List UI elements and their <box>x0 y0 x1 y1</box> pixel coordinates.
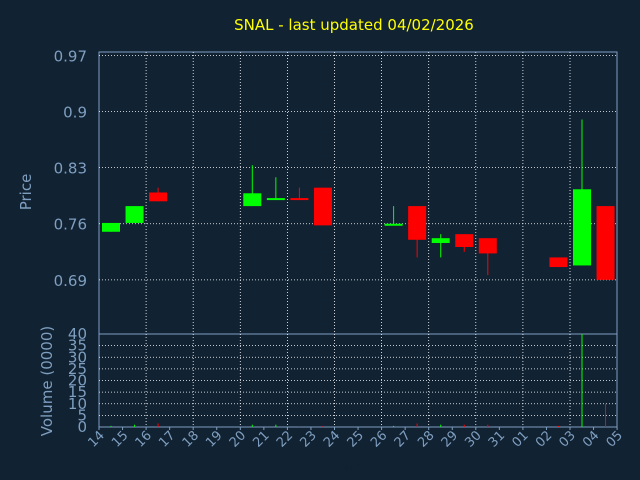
grid-layer <box>99 52 617 427</box>
candle-body <box>384 223 403 226</box>
candle-body <box>290 198 309 201</box>
x-tick-label: 22 <box>274 428 296 450</box>
x-tick-label: 23 <box>297 428 319 450</box>
x-tick-label: 05 <box>604 428 626 450</box>
x-tick-label: 24 <box>321 428 343 450</box>
x-tick-label: 15 <box>109 428 131 450</box>
volume-tick-label: 15 <box>68 383 87 401</box>
candles-layer <box>102 119 615 280</box>
volume-tick-label: 20 <box>68 372 87 390</box>
candle-body <box>478 238 497 254</box>
candle-body <box>266 198 285 201</box>
x-tick-label: 20 <box>227 428 249 450</box>
volume-layer <box>110 334 607 427</box>
x-tick-label: 31 <box>486 428 508 450</box>
x-tick-label: 30 <box>462 428 484 450</box>
volume-tick-label: 5 <box>77 406 87 424</box>
volume-tick-label: 0 <box>77 418 87 436</box>
x-tick-label: 01 <box>509 428 531 450</box>
plot-frames <box>98 51 618 428</box>
chart-title: SNAL - last updated 04/02/2026 <box>234 16 474 34</box>
price-tick-label: 0.97 <box>54 47 87 65</box>
volume-tick-label: 10 <box>68 395 87 413</box>
candle-body <box>549 257 568 268</box>
price-tick-label: 0.9 <box>63 103 87 121</box>
x-tick-label: 28 <box>415 428 437 450</box>
candle-body <box>431 238 450 243</box>
candle-body <box>573 189 591 266</box>
candle-body <box>596 206 615 280</box>
candle-body <box>243 193 262 207</box>
candle-body <box>125 206 144 223</box>
x-tick-label: 03 <box>557 428 579 450</box>
volume-tick-label: 35 <box>68 337 87 355</box>
candle-body <box>408 206 427 240</box>
x-tick-label: 29 <box>439 428 461 450</box>
x-tick-label: 16 <box>133 428 155 450</box>
x-tick-label: 17 <box>156 428 178 450</box>
x-tick-label: 25 <box>345 428 367 450</box>
candle-body <box>313 187 332 226</box>
x-tick-label: 02 <box>533 428 555 450</box>
x-tick-label: 21 <box>250 428 272 450</box>
x-tick-label: 18 <box>180 428 202 450</box>
volume-tick-label: 30 <box>68 348 87 366</box>
x-tick-label: 26 <box>368 428 390 450</box>
price-tick-label: 0.69 <box>54 272 87 290</box>
x-axis-label: Day <box>333 459 361 475</box>
x-tick-label: 14 <box>86 428 108 450</box>
x-tick-label: 04 <box>580 428 602 450</box>
price-axis-label: Price <box>17 174 35 211</box>
volume-tick-label: 25 <box>68 360 87 378</box>
candle-body <box>149 192 168 202</box>
price-tick-label: 0.76 <box>54 216 87 234</box>
x-tick-label: 19 <box>203 428 225 450</box>
candle-body <box>455 234 474 248</box>
price-tick-label: 0.83 <box>54 160 87 178</box>
candle-body <box>102 222 120 232</box>
volume-tick-label: 40 <box>68 325 87 343</box>
volume-axis-label: Volume (0000) <box>38 326 56 436</box>
price-plot-frame <box>98 51 618 335</box>
axis-labels: 14 15 16 17 18 19 20 21 22 23 24 25 26 27 28 29 30 31 01 02… <box>54 47 626 450</box>
x-tick-label: 27 <box>392 428 414 450</box>
